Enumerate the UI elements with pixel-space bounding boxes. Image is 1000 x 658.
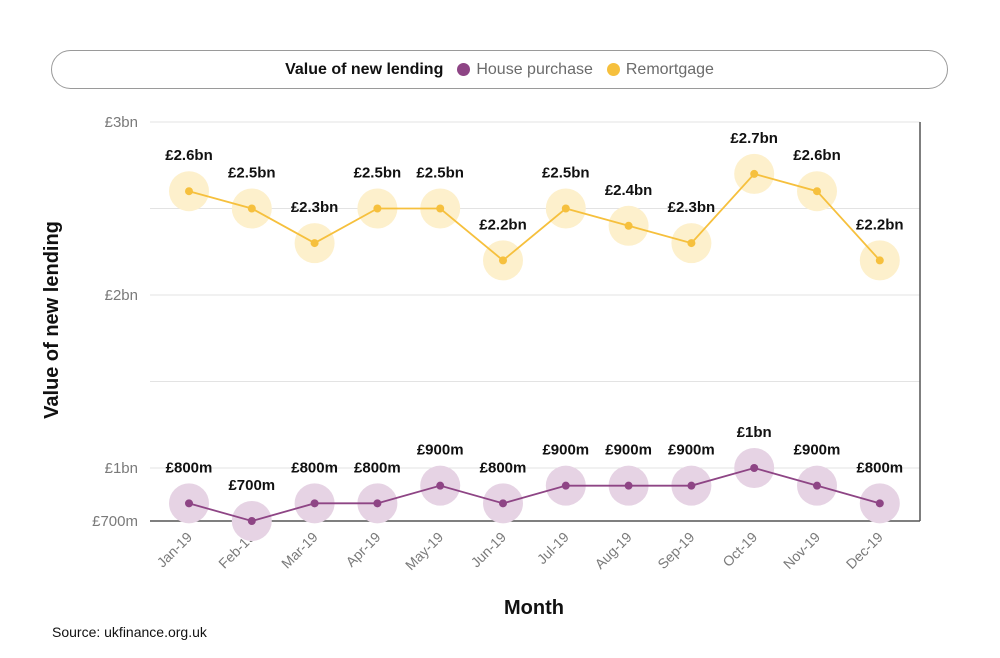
remortgage-point [624, 221, 633, 230]
remortgage-data-label: £2.3bn [668, 199, 716, 216]
remortgage-point [436, 204, 445, 213]
x-tick-label: Apr-19 [342, 529, 383, 570]
remortgage-point [373, 204, 382, 213]
house-purchase-data-label: £1bn [737, 424, 772, 441]
y-tick-label: £2bn [105, 287, 138, 304]
house-purchase-data-label: £800m [856, 459, 903, 476]
x-tick-label: Jan-19 [154, 529, 196, 571]
house-purchase-point [813, 481, 821, 490]
chart-legend: Value of new lending House purchase Remo… [51, 50, 948, 89]
remortgage-data-label: £2.7bn [730, 130, 778, 147]
house-purchase-data-label: £700m [228, 477, 275, 494]
x-tick-label: Oct-19 [719, 529, 760, 570]
x-tick-label: Nov-19 [780, 529, 823, 572]
house-purchase-data-label: £800m [354, 459, 401, 476]
house-purchase-point [499, 499, 507, 508]
house-purchase-data-label: £800m [480, 459, 527, 476]
house-purchase-data-label: £900m [417, 442, 464, 459]
remortgage-data-label: £2.2bn [856, 216, 904, 233]
remortgage-data-label: £2.6bn [793, 147, 841, 164]
legend-item-remortgage[interactable]: Remortgage [606, 60, 714, 79]
x-tick-label: Mar-19 [278, 529, 321, 572]
house-purchase-data-label: £900m [794, 442, 841, 459]
remortgage-point [750, 169, 759, 178]
remortgage-dot-icon [606, 63, 620, 76]
remortgage-data-label: £2.2bn [479, 216, 527, 233]
house-purchase-point [373, 499, 382, 508]
remortgage-point [499, 256, 507, 265]
legend-title: Value of new lending [285, 60, 444, 78]
remortgage-data-label: £2.5bn [354, 165, 402, 182]
remortgage-point [687, 239, 696, 248]
house-purchase-point [687, 481, 696, 490]
remortgage-data-label: £2.6bn [165, 147, 213, 164]
remortgage-point [813, 187, 821, 196]
house-purchase-point [310, 499, 319, 508]
x-tick-label: Aug-19 [591, 529, 634, 572]
house-purchase-point [436, 481, 445, 490]
remortgage-point [561, 204, 570, 213]
house-purchase-point [875, 499, 884, 508]
house-purchase-data-label: £800m [166, 459, 213, 476]
house-purchase-point [561, 481, 570, 490]
house-purchase-data-label: £800m [291, 459, 338, 476]
house-purchase-point [247, 517, 256, 525]
y-axis-title: Value of new lending [41, 221, 63, 419]
legend-label-remortgage: Remortgage [625, 60, 714, 78]
remortgage-point [247, 204, 256, 213]
y-tick-label: £1bn [105, 460, 138, 477]
x-tick-label: Dec-19 [843, 529, 886, 572]
x-tick-label: Jun-19 [468, 529, 510, 571]
remortgage-data-label: £2.5bn [416, 165, 464, 182]
house-purchase-line [188, 467, 881, 522]
remortgage-data-label: £2.5bn [542, 165, 590, 182]
house-purchase-data-label: £900m [542, 442, 589, 459]
house-purchase-point [185, 499, 193, 508]
remortgage-point [875, 256, 884, 265]
x-axis-title: Month [504, 597, 564, 619]
legend-label-house-purchase: House purchase [476, 60, 593, 78]
x-tick-label: May-19 [402, 529, 446, 573]
x-tick-label: Jul-19 [534, 529, 572, 567]
source-note: Source: ukfinance.org.uk [52, 624, 207, 640]
remortgage-point [185, 187, 193, 196]
house-purchase-data-label: £900m [605, 442, 652, 459]
remortgage-data-label: £2.4bn [605, 182, 653, 199]
house-purchase-point [624, 481, 633, 490]
remortgage-line [188, 172, 881, 262]
x-tick-label: Sep-19 [654, 529, 697, 572]
y-tick-label: £700m [92, 513, 138, 530]
remortgage-point [310, 239, 319, 248]
remortgage-data-label: £2.5bn [228, 165, 276, 182]
y-tick-label: £3bn [105, 114, 138, 131]
house-purchase-data-label: £900m [668, 442, 715, 459]
house-purchase-point [750, 464, 759, 472]
house-purchase-dot-icon [457, 63, 471, 76]
remortgage-data-label: £2.3bn [291, 199, 339, 216]
legend-item-house-purchase[interactable]: House purchase [457, 61, 593, 79]
